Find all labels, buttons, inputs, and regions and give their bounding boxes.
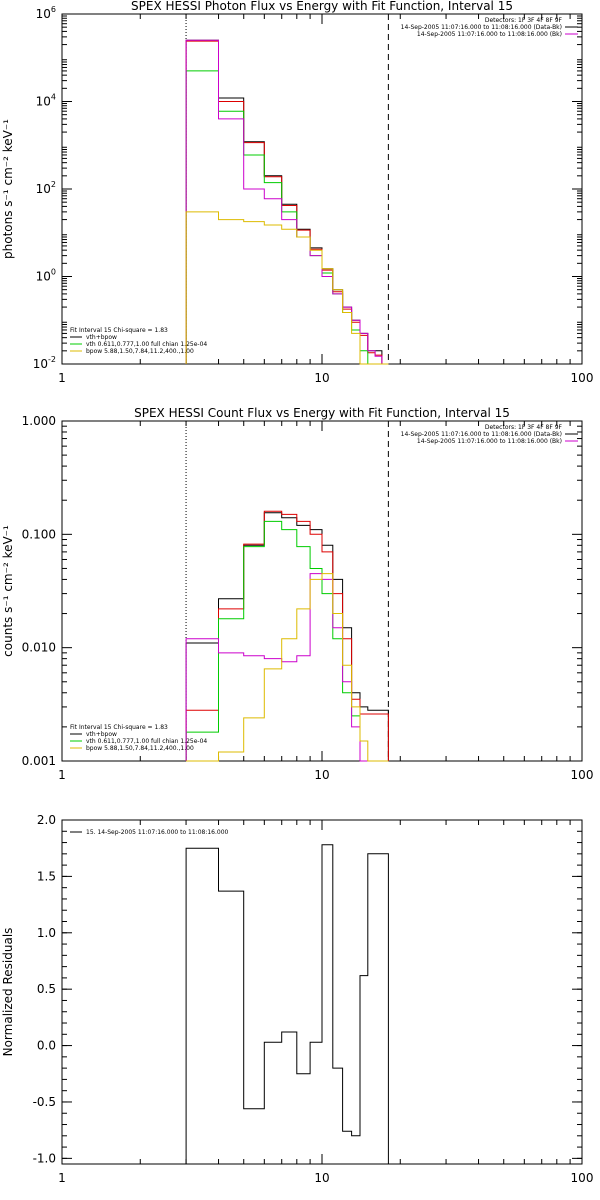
legend-entry: vth 0.611,0.777,1.00 full chian 1.25e-04: [86, 738, 207, 745]
panel-3: 1 10 100 -1.0 -0.5 0.0 0.5 1.0 1.5 2.0 Normalized …: [1, 813, 593, 1185]
y-tick-label: 100: [36, 268, 56, 284]
y-tick-exponent: -2: [48, 355, 56, 364]
y-tick-exponent: 6: [51, 5, 56, 14]
y-tick-label: 1.000: [22, 414, 56, 428]
x-tick-label: 100: [571, 371, 594, 385]
y-tick-label: 1.0: [37, 926, 56, 940]
y-axis-label: photons s⁻¹ cm⁻² keV⁻¹: [1, 119, 15, 259]
y-tick-label: 10-2: [33, 355, 56, 371]
series-line-1: [185, 844, 389, 1164]
info-line: 14-Sep-2005 11:07:16.000 to 11:08:16.000…: [401, 24, 562, 31]
y-tick-base: 10: [36, 7, 51, 21]
y-tick-label: 2.0: [37, 813, 56, 827]
info-line: 14-Sep-2005 11:07:16.000 to 11:08:16.000…: [401, 431, 562, 438]
series-line-1: [185, 39, 389, 365]
legend-entry: bpow 5.88,1.50,7.84,11.2,400.,1.00: [86, 745, 194, 752]
y-tick-base: 10: [36, 270, 51, 284]
series-line-2: [185, 40, 389, 365]
x-tick-label: 1: [58, 371, 66, 385]
legend-entry: vth+bpow: [86, 731, 117, 738]
x-tick-label: 100: [571, 768, 594, 782]
x-tick-label: 10: [314, 768, 329, 782]
info-line: Detectors: 1F 3F 4F 8F 9F: [485, 17, 563, 24]
series-line-4: [185, 39, 389, 365]
x-tick-label: 10: [314, 371, 329, 385]
series-line-5: [186, 573, 389, 762]
series-line-4: [185, 573, 389, 762]
x-tick-label: 10: [314, 1171, 329, 1185]
series-line-1: [185, 512, 389, 761]
chart-title: SPEX HESSI Photon Flux vs Energy with Fi…: [131, 0, 513, 13]
y-tick-exponent: 0: [51, 268, 56, 277]
y-axis-label: Normalized Residuals: [1, 928, 15, 1057]
info-line: 14-Sep-2005 11:07:16.000 to 11:08:16.000…: [417, 31, 562, 38]
info-line: 14-Sep-2005 11:07:16.000 to 11:08:16.000…: [417, 438, 562, 445]
legend-title: Fit Interval 15 Chi-square = 1.83: [70, 327, 168, 334]
legend-entry: bpow 5.88,1.50,7.84,11.2,400.,1.00: [86, 348, 194, 355]
y-tick-label: 0.100: [22, 527, 56, 541]
y-tick-label: -1.0: [33, 1151, 56, 1165]
legend-entry: vth+bpow: [86, 334, 117, 341]
x-tick-label: 1: [58, 1171, 66, 1185]
panel-1: SPEX HESSI Photon Flux vs Energy with Fi…: [1, 0, 593, 385]
x-tick-label: 100: [571, 1171, 594, 1185]
series-line-5: [185, 211, 389, 365]
y-tick-label: 102: [36, 180, 56, 196]
y-tick-exponent: 2: [51, 180, 56, 189]
chart-title: SPEX HESSI Count Flux vs Energy with Fit…: [134, 406, 510, 420]
y-tick-base: 10: [36, 182, 51, 196]
series-line-3: [185, 520, 389, 762]
y-tick-label: 0.010: [22, 641, 56, 655]
y-tick-label: 106: [36, 5, 56, 21]
y-tick-label: 0.5: [37, 982, 56, 996]
y-tick-base: 10: [36, 95, 51, 109]
plot-frame: [61, 13, 583, 365]
y-tick-label: -0.5: [33, 1095, 56, 1109]
legend-title: Fit Interval 15 Chi-square = 1.83: [70, 724, 168, 731]
y-tick-base: 10: [33, 357, 48, 371]
y-tick-label: 0.0: [37, 1039, 56, 1053]
legend-entry: vth 0.611,0.777,1.00 full chian 1.25e-04: [86, 341, 207, 348]
panel-2: SPEX HESSI Count Flux vs Energy with Fit…: [1, 406, 593, 782]
info-line: Detectors: 1F 3F 4F 8F 9F: [485, 424, 563, 431]
series-line-2: [185, 510, 389, 761]
legend-entry: 15. 14-Sep-2005 11:07:16.000 to 11:08:16…: [86, 829, 229, 836]
y-tick-label: 104: [36, 93, 56, 109]
y-axis-label: counts s⁻¹ cm⁻² keV⁻¹: [1, 525, 15, 657]
y-tick-label: 0.001: [22, 754, 56, 768]
x-tick-label: 1: [58, 768, 66, 782]
y-tick-exponent: 4: [51, 93, 56, 102]
y-tick-label: 1.5: [37, 869, 56, 883]
